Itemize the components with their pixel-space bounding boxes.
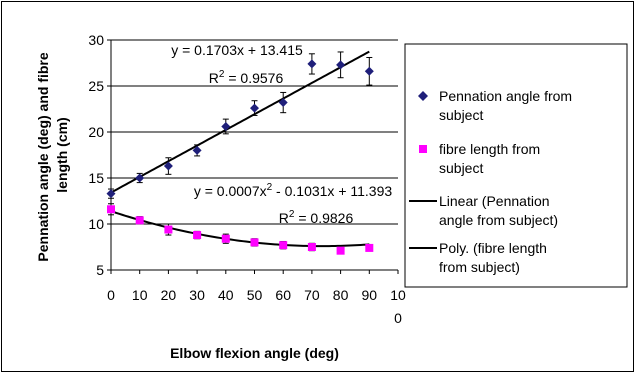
point-fibre-7 — [307, 243, 316, 251]
trendline-poly2 — [110, 210, 370, 248]
legend-marker-pennation — [418, 91, 428, 101]
x-tick-label-30: 30 — [189, 287, 205, 303]
legend-label-poly: Poly. (fibre length from subject) — [439, 240, 551, 275]
x-tick-label-20: 20 — [161, 287, 177, 303]
x-tick-label-last-line1: 10 — [390, 287, 406, 303]
x-tick-label-10: 10 — [132, 287, 148, 303]
x-tick-label-0: 0 — [107, 287, 115, 303]
point-pennation-8 — [336, 60, 346, 70]
y-tick-label-5: 5 — [96, 262, 104, 278]
legend-marker-fibre — [419, 145, 427, 153]
point-fibre-4 — [221, 234, 230, 243]
y-tick-label-15: 15 — [88, 170, 104, 186]
point-fibre-9 — [365, 243, 374, 252]
poly-r2-label: R2 = 0.9826 — [279, 209, 354, 226]
legend-linear-line2: angle from subject) — [439, 212, 558, 228]
y-axis-title-line1: Pennation angle (deg) and fibre — [35, 52, 51, 261]
point-pennation-3 — [192, 145, 202, 155]
linear-equation-label: y = 0.1703x + 13.415 — [171, 42, 303, 58]
point-pennation-4 — [221, 121, 231, 131]
x-tick-label-40: 40 — [218, 287, 234, 303]
linear-r2-label: R2 = 0.9576 — [209, 69, 284, 86]
x-tick-label-60: 60 — [275, 287, 291, 303]
point-fibre-6 — [279, 241, 288, 250]
point-fibre-3 — [193, 231, 202, 240]
x-tick-label-last-line2: 0 — [394, 310, 402, 326]
point-fibre-0 — [107, 205, 115, 214]
point-pennation-1 — [135, 173, 145, 183]
linear-r2-value: = 0.9576 — [228, 70, 283, 86]
point-fibre-5 — [250, 238, 259, 247]
poly-eq-part2: - 0.1031x + 11.393 — [272, 183, 392, 199]
point-pennation-7 — [307, 59, 317, 69]
point-fibre-2 — [164, 225, 173, 234]
legend-box — [404, 43, 628, 288]
poly-eq-exponent: 2 — [267, 182, 273, 193]
point-pennation-0 — [106, 189, 116, 199]
point-pennation-5 — [250, 103, 259, 113]
legend-label-fibre: fibre length from subject — [439, 141, 544, 176]
legend-pennation-line2: subject — [439, 107, 483, 123]
point-pennation-6 — [278, 98, 288, 108]
x-tick-label-80: 80 — [333, 287, 349, 303]
y-axis-title-line2: length (cm) — [54, 117, 70, 192]
legend-poly-line2: from subject) — [439, 259, 520, 275]
legend: Pennation angle from subject fibre lengt… — [404, 43, 628, 288]
poly-equation-label: y = 0.0007x2 - 0.1031x + 11.393 — [194, 182, 393, 199]
y-axis-title: Pennation angle (deg) and fibre length (… — [35, 48, 70, 261]
point-fibre-8 — [336, 246, 345, 255]
legend-pennation-line1: Pennation angle from — [439, 88, 572, 104]
point-pennation-2 — [163, 161, 173, 171]
x-tick-label-90: 90 — [362, 287, 378, 303]
legend-linear-line1: Linear (Pennation — [439, 193, 550, 209]
x-axis-title: Elbow flexion angle (deg) — [170, 345, 339, 361]
trendline-linear — [110, 50, 370, 194]
y-tick-label-10: 10 — [88, 216, 104, 232]
legend-label-linear: Linear (Pennation angle from subject) — [439, 193, 558, 228]
legend-fibre-line2: subject — [439, 160, 483, 176]
legend-poly-line1: Poly. (fibre length — [439, 240, 547, 256]
poly-r2-value: = 0.9826 — [298, 210, 353, 226]
x-tick-label-50: 50 — [247, 287, 263, 303]
x-tick-label-70: 70 — [304, 287, 320, 303]
y-tick-label-30: 30 — [88, 32, 104, 48]
legend-fibre-line1: fibre length from — [439, 141, 540, 157]
poly-eq-part1: y = 0.0007x — [194, 183, 267, 199]
y-tick-label-25: 25 — [88, 78, 104, 94]
legend-label-pennation: Pennation angle from subject — [439, 88, 576, 123]
y-tick-label-20: 20 — [88, 124, 104, 140]
point-fibre-1 — [135, 216, 144, 225]
point-pennation-9 — [364, 66, 374, 76]
